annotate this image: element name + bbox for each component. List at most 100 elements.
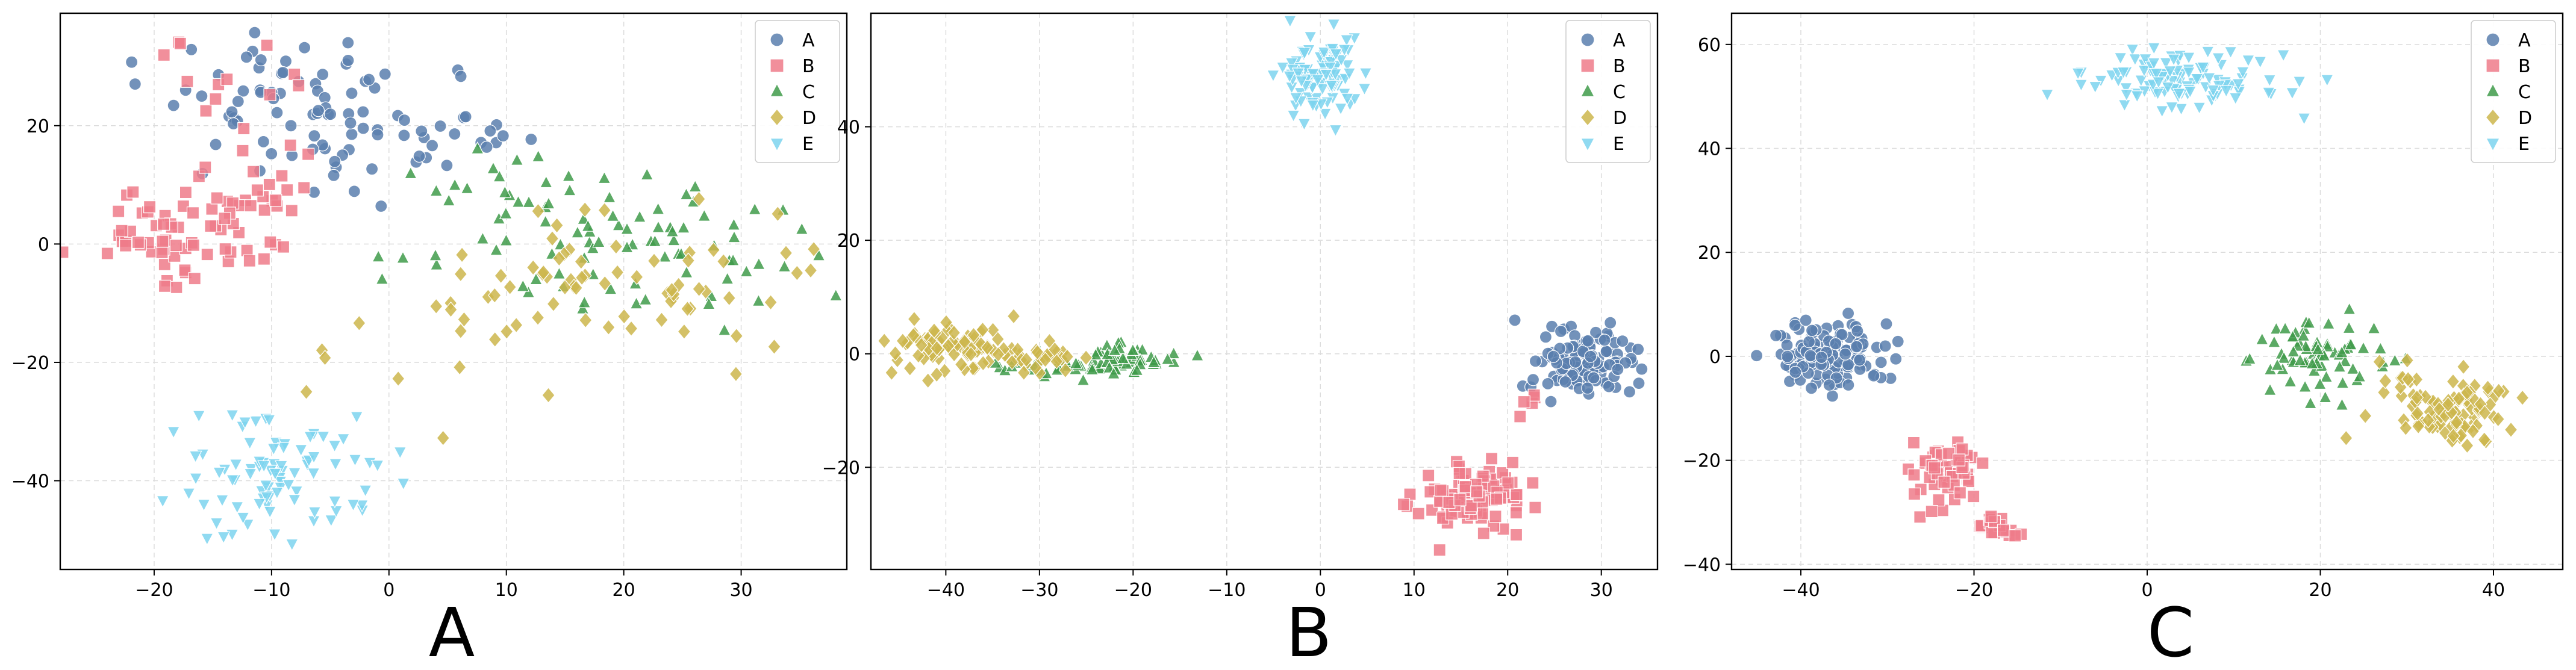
point-e: [288, 467, 302, 480]
point-d: [597, 202, 611, 219]
point-b: [1517, 395, 1530, 409]
point-d: [964, 346, 978, 362]
point-d: [609, 238, 623, 255]
point-b: [1932, 493, 1945, 507]
point-a: [1891, 335, 1904, 348]
point-e: [2147, 57, 2161, 70]
y-tick-label: 20: [1698, 243, 1721, 264]
point-d: [546, 296, 561, 312]
point-e: [2219, 85, 2233, 98]
point-e: [1359, 67, 1373, 81]
point-e: [2277, 49, 2291, 63]
point-c: [727, 217, 741, 231]
point-a: [254, 53, 267, 67]
point-b: [176, 199, 190, 213]
point-a: [375, 199, 388, 213]
point-e: [236, 512, 250, 525]
x-tick-label: 20: [2309, 580, 2331, 601]
point-e: [1327, 19, 1341, 32]
point-e: [1358, 83, 1371, 96]
point-d: [716, 253, 731, 270]
point-e: [1266, 69, 1280, 82]
point-d: [888, 345, 902, 362]
point-c: [2367, 321, 2381, 334]
point-b: [187, 238, 200, 252]
point-b: [169, 239, 182, 252]
point-e: [230, 501, 244, 514]
point-a: [237, 84, 250, 98]
point-a: [1750, 349, 1764, 362]
legend-label-c: C: [2518, 82, 2531, 103]
point-e: [2071, 67, 2085, 81]
point-e: [346, 499, 360, 512]
point-c: [1089, 347, 1103, 361]
x-tick-label: −20: [135, 580, 173, 601]
point-c: [1167, 346, 1180, 359]
point-d: [806, 241, 821, 258]
point-e: [217, 531, 231, 544]
point-e: [1306, 99, 1320, 113]
legend-box: [2471, 20, 2556, 163]
point-d: [569, 279, 583, 296]
point-c: [570, 225, 584, 238]
point-d: [1017, 364, 1031, 381]
legend-marker-b: [770, 58, 784, 73]
point-a: [1804, 382, 1818, 395]
point-a: [454, 70, 467, 83]
point-c: [375, 271, 389, 285]
point-c: [2311, 342, 2325, 355]
point-d: [1031, 344, 1044, 361]
point-a: [1632, 343, 1645, 356]
point-b: [178, 264, 192, 277]
point-e: [2125, 44, 2139, 57]
point-a: [1826, 389, 1839, 403]
point-d: [907, 311, 922, 327]
point-a: [270, 106, 284, 119]
point-a: [1611, 362, 1624, 376]
point-c: [1107, 366, 1121, 379]
point-b: [157, 48, 170, 62]
point-e: [2201, 46, 2215, 59]
y-tick-label: 60: [1698, 35, 1721, 56]
point-c: [499, 233, 513, 246]
point-c: [726, 253, 740, 266]
point-e: [1276, 61, 1290, 75]
x-tick-label: −20: [1955, 580, 1993, 601]
point-c: [554, 237, 567, 250]
point-a: [1805, 324, 1819, 337]
point-e: [324, 514, 338, 527]
point-c: [429, 257, 443, 270]
point-e: [2113, 52, 2127, 65]
legend-label-a: A: [2518, 30, 2531, 51]
point-b: [1942, 447, 1956, 460]
point-d: [1019, 352, 1034, 368]
point-e: [192, 410, 206, 423]
point-d: [896, 332, 910, 349]
point-b: [1527, 388, 1541, 402]
point-a: [1788, 318, 1801, 332]
point-d: [2410, 405, 2425, 422]
point-d: [1050, 353, 1064, 370]
point-b: [204, 219, 217, 233]
point-e: [2206, 84, 2220, 98]
point-e: [2224, 46, 2238, 59]
point-d: [877, 332, 891, 349]
legend-marker-e: [1580, 138, 1595, 152]
point-b: [1985, 526, 1998, 539]
point-d: [574, 253, 588, 270]
point-e: [329, 505, 343, 518]
point-b: [1956, 442, 1969, 456]
point-c: [2374, 341, 2387, 355]
legend-label-b: B: [1613, 56, 1626, 77]
point-e: [197, 498, 211, 512]
point-a: [1880, 317, 1893, 330]
point-b: [1976, 456, 1989, 470]
point-e: [1285, 57, 1299, 70]
point-e: [2041, 88, 2054, 102]
point-d: [2441, 396, 2455, 413]
point-a: [125, 55, 139, 69]
panel-label: C: [2147, 594, 2194, 670]
